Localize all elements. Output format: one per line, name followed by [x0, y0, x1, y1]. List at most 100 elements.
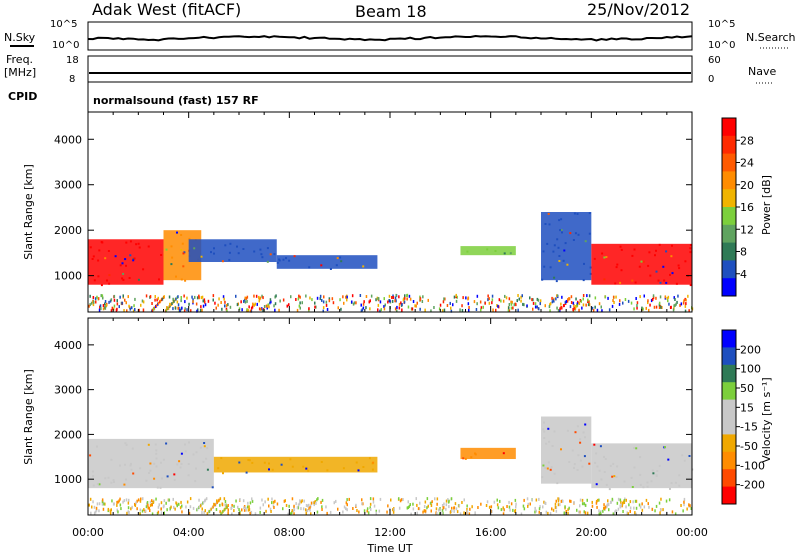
power-speckle — [619, 245, 622, 248]
velocity-clutter — [555, 509, 558, 513]
power-speckle — [104, 257, 107, 260]
velocity-clutter — [436, 512, 438, 516]
power-region-4 — [460, 246, 516, 256]
velocity-clutter — [629, 500, 632, 504]
power-clutter — [201, 308, 203, 312]
power-clutter — [337, 306, 339, 310]
power-clutter — [377, 308, 379, 312]
power-clutter — [496, 304, 498, 307]
velocity-clutter — [315, 501, 317, 505]
velocity-clutter — [629, 510, 631, 513]
velocity-clutter — [118, 499, 120, 503]
velocity-clutter — [641, 508, 644, 512]
velocity-clutter — [617, 507, 620, 511]
velocity-clutter — [379, 497, 382, 501]
power-clutter — [396, 309, 398, 313]
power-clutter — [624, 298, 627, 301]
power-clutter — [309, 296, 311, 300]
power-clutter — [155, 304, 158, 308]
power-speckle — [97, 275, 100, 278]
power-clutter — [197, 308, 199, 312]
velocity-clutter — [407, 506, 410, 509]
velocity-clutter — [502, 506, 504, 510]
power-speckle — [677, 264, 680, 267]
power-clutter — [651, 298, 654, 301]
velocity-clutter — [619, 498, 622, 502]
power-clutter — [370, 294, 373, 298]
power-clutter — [636, 301, 639, 305]
velocity-clutter — [392, 508, 394, 512]
power-clutter — [549, 309, 551, 313]
velocity-clutter — [362, 502, 364, 506]
velocity-clutter — [293, 512, 295, 516]
power-clutter — [560, 306, 562, 309]
velocity-speckle — [149, 462, 152, 465]
power-clutter — [627, 299, 630, 303]
velocity-clutter — [531, 498, 533, 502]
velocity-clutter — [579, 504, 581, 508]
power-clutter — [119, 295, 121, 299]
velocity-clutter — [434, 497, 436, 501]
power-speckle — [548, 223, 551, 226]
velocity-clutter — [188, 511, 191, 515]
velocity-clutter — [654, 509, 656, 513]
velocity-clutter — [398, 506, 401, 510]
power-clutter — [480, 306, 483, 310]
power-ytick-label: 3000 — [54, 179, 82, 192]
velocity-speckle — [124, 442, 127, 445]
power-clutter — [104, 300, 107, 303]
power-data-layer — [88, 212, 694, 313]
power-clutter — [186, 308, 188, 312]
velocity-clutter — [333, 501, 335, 505]
velocity-clutter — [422, 510, 424, 514]
power-speckle — [142, 268, 145, 271]
velocity-colorbar-tick-label: -15 — [740, 421, 758, 434]
power-clutter — [488, 297, 490, 301]
power-clutter — [544, 304, 546, 308]
power-speckle — [89, 246, 92, 249]
power-speckle — [689, 284, 692, 287]
power-speckle — [122, 272, 125, 275]
power-clutter — [89, 294, 91, 298]
power-clutter — [328, 299, 331, 303]
power-clutter — [246, 295, 249, 299]
velocity-clutter — [308, 507, 310, 511]
velocity-speckle — [608, 488, 611, 491]
power-clutter — [676, 300, 678, 304]
velocity-clutter — [635, 506, 638, 510]
power-speckle — [108, 274, 111, 277]
velocity-clutter — [392, 510, 395, 514]
velocity-clutter — [680, 504, 682, 507]
power-clutter — [352, 302, 355, 306]
velocity-clutter — [122, 500, 124, 504]
velocity-speckle — [124, 478, 127, 481]
velocity-clutter — [219, 510, 221, 514]
velocity-speckle — [155, 465, 158, 468]
velocity-clutter — [233, 509, 235, 513]
freq-label: Freq. — [6, 53, 33, 66]
power-clutter — [660, 305, 662, 309]
velocity-clutter — [586, 511, 589, 515]
power-speckle — [684, 260, 687, 263]
velocity-clutter — [300, 500, 302, 504]
power-speckle — [119, 264, 122, 267]
velocity-region-3 — [541, 416, 592, 484]
velocity-speckle — [470, 456, 473, 459]
freq-left-tick-top: 18 — [66, 55, 79, 66]
velocity-speckle — [553, 430, 556, 433]
velocity-clutter — [145, 505, 148, 509]
power-clutter — [582, 294, 585, 297]
velocity-clutter — [251, 499, 254, 503]
power-clutter — [369, 307, 371, 311]
velocity-clutter — [606, 503, 608, 507]
nave-right-tick-top: 60 — [708, 55, 721, 66]
power-speckle — [121, 277, 124, 280]
power-clutter — [102, 304, 105, 307]
power-clutter — [491, 294, 494, 298]
velocity-clutter — [249, 501, 252, 505]
velocity-speckle — [123, 483, 126, 486]
velocity-colorbar-tick-label: -50 — [740, 440, 758, 453]
velocity-speckle — [180, 452, 183, 455]
power-clutter — [133, 304, 135, 308]
velocity-speckle — [195, 467, 197, 470]
